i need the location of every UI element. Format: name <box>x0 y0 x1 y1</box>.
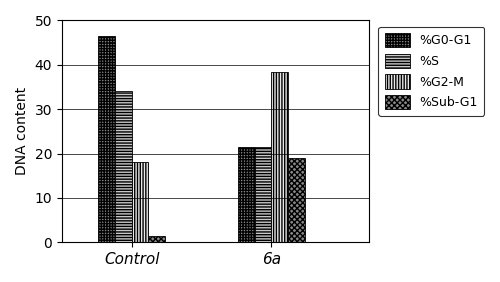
Bar <box>288 158 305 242</box>
Bar <box>254 147 272 242</box>
Bar <box>148 236 165 242</box>
Bar <box>272 72 288 242</box>
Bar <box>238 147 254 242</box>
Bar <box>132 162 148 242</box>
Y-axis label: DNA content: DNA content <box>15 87 29 175</box>
Bar <box>115 91 132 242</box>
Legend: %G0-G1, %S, %G2-M, %Sub-G1: %G0-G1, %S, %G2-M, %Sub-G1 <box>378 27 484 116</box>
Bar <box>98 36 115 242</box>
